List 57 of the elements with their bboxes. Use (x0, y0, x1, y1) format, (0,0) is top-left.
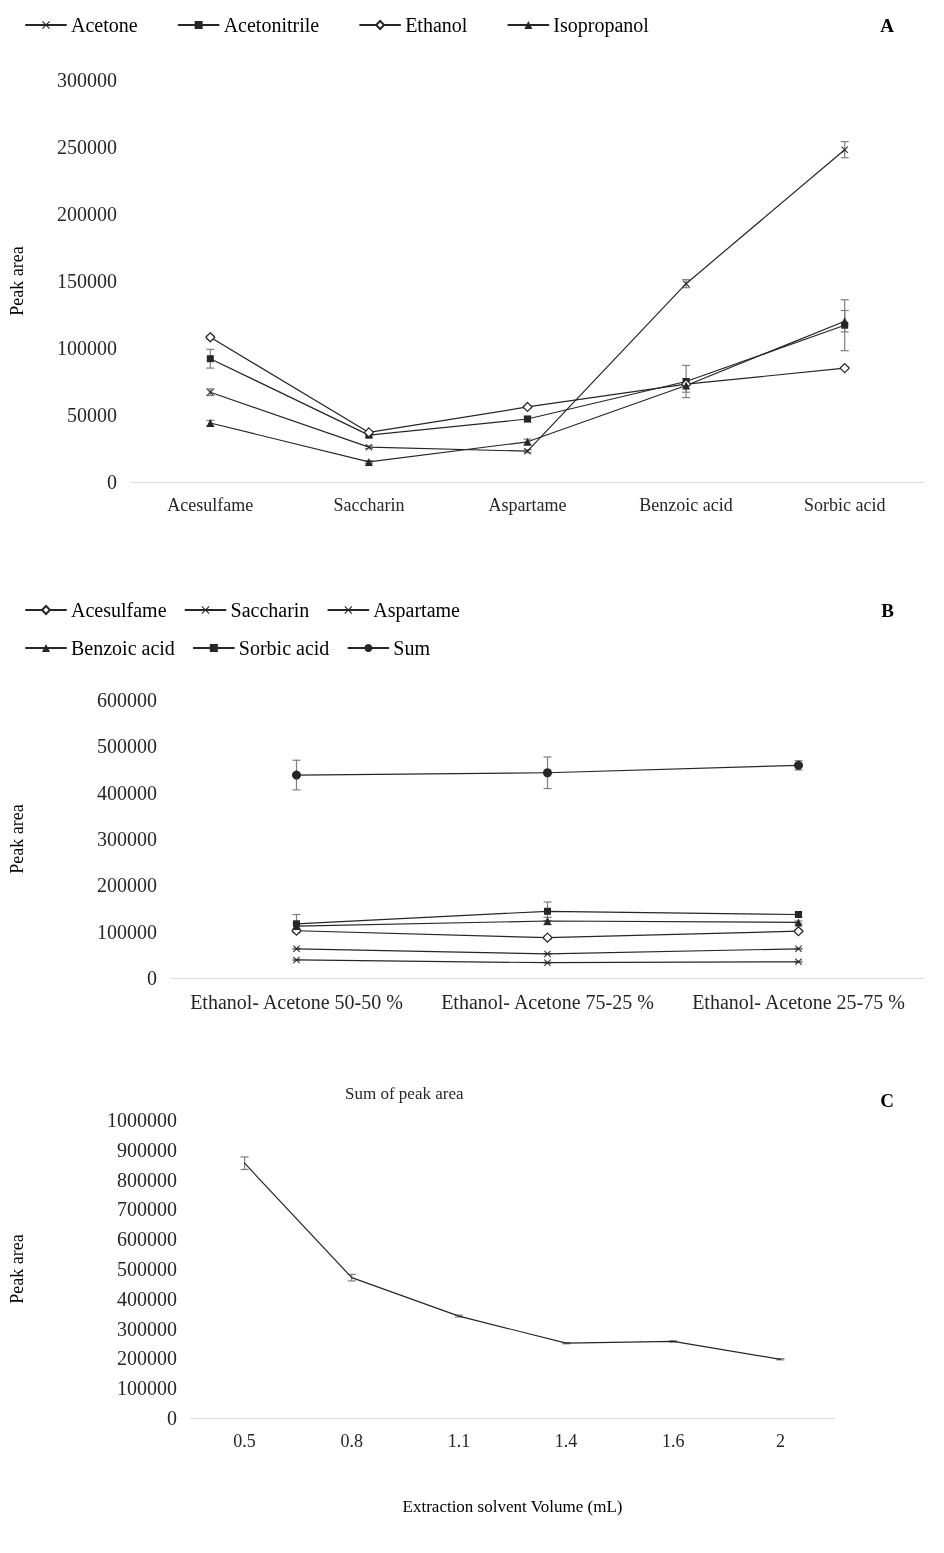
legend-label: Acetonitrile (223, 14, 320, 36)
y-tick-label: 400000 (117, 1287, 177, 1310)
y-tick-label: 200000 (57, 203, 117, 225)
y-tick-label: 1000000 (107, 1109, 177, 1131)
legend-label: Ethanol (405, 14, 468, 36)
x-axis-title: Extraction solvent Volume (mL) (402, 1497, 623, 1516)
y-tick-label: 100000 (117, 1377, 177, 1400)
x-tick-label: 0.8 (340, 1431, 363, 1451)
x-tick-label: Benzoic acid (639, 495, 733, 515)
x-tick-label: Saccharin (333, 495, 405, 515)
legend-label: Aspartame (373, 599, 461, 622)
text: B (881, 600, 895, 621)
x-tick-label: Ethanol- Acetone 25-75 % (692, 991, 905, 1013)
text: C (880, 1090, 895, 1111)
y-tick-label: 800000 (117, 1168, 177, 1191)
y-tick-label: 500000 (117, 1258, 177, 1280)
x-tick-label: 2 (775, 1431, 785, 1451)
x-tick-label: 1.6 (662, 1431, 685, 1451)
x-tick-label: Aspartame (488, 495, 567, 515)
legend-label: Acesulfame (71, 599, 167, 621)
legend-label: Sum (393, 637, 431, 659)
y-axis-title: Peak area (7, 246, 27, 316)
y-tick-label: 50000 (67, 404, 117, 426)
legend-label: Saccharin (230, 599, 310, 621)
y-tick-label: 300000 (97, 828, 157, 850)
x-tick-label: 0.5 (233, 1431, 256, 1451)
legend-label: Isopropanol (553, 14, 650, 37)
legend-label: Acetone (71, 14, 138, 36)
x-tick-label: Acesulfame (167, 495, 254, 515)
x-tick-label: 1.1 (447, 1431, 471, 1451)
y-tick-label: 0 (107, 471, 117, 493)
x-tick-label: Ethanol- Acetone 50-50 % (190, 991, 403, 1013)
chart-title: Sum of peak area (345, 1084, 464, 1103)
x-tick-label: Ethanol- Acetone 75-25 % (441, 991, 654, 1013)
y-tick-label: 300000 (57, 69, 117, 91)
y-tick-label: 100000 (57, 337, 117, 359)
y-tick-label: 0 (167, 1407, 177, 1429)
x-tick-label: 1.4 (554, 1431, 578, 1451)
y-tick-label: 500000 (97, 735, 157, 758)
y-tick-label: 0 (147, 967, 157, 989)
y-tick-label: 200000 (97, 874, 157, 897)
y-axis-title: Peak area (7, 1234, 27, 1304)
y-axis-title: Peak area (7, 804, 27, 874)
y-tick-label: 100000 (97, 920, 157, 943)
y-tick-label: 300000 (117, 1317, 177, 1340)
y-tick-label: 250000 (57, 136, 117, 158)
text: A (880, 15, 895, 36)
legend-label: Benzoic acid (71, 637, 175, 659)
y-tick-label: 700000 (117, 1198, 177, 1221)
legend-label: Sorbic acid (238, 637, 330, 659)
y-tick-label: 150000 (57, 270, 117, 292)
y-tick-label: 200000 (117, 1347, 177, 1370)
y-tick-label: 600000 (117, 1228, 177, 1251)
y-tick-label: 400000 (97, 781, 157, 804)
x-tick-label: Sorbic acid (803, 495, 886, 515)
y-tick-label: 600000 (97, 689, 157, 711)
y-tick-label: 900000 (117, 1138, 177, 1161)
